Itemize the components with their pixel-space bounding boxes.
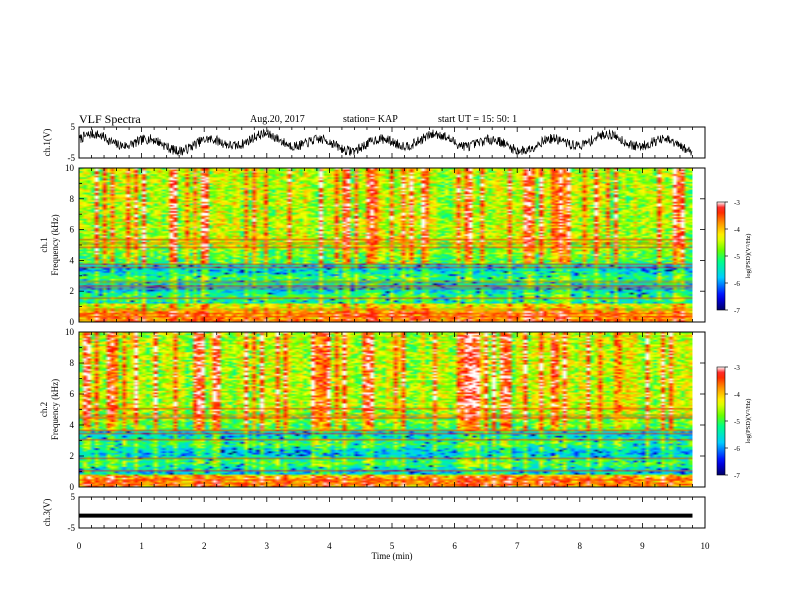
ch1-spectrogram-colorbar-tick-label: -4 [734,226,740,234]
time-tick-label: 8 [578,541,583,551]
ch2-spectrogram-ytick-label: 2 [70,451,75,461]
ch1-spectrogram-ylabel-frequency: Frequency (kHz) [50,214,60,275]
time-tick-label: 0 [77,541,82,551]
ch1-spectrogram-colorbar-tick-label: -3 [734,199,740,207]
station-label: station= KAP [343,114,398,125]
start-time-label: start UT = 15: 50: 1 [438,114,518,125]
time-tick-label: 4 [327,541,332,551]
ch1-spectrogram-ytick-label: 2 [70,286,75,296]
ch1-spectrogram-ylabel-channel: ch.1 [39,237,49,252]
time-axis-label: Time (min) [372,551,413,561]
ch1-ytick-5: 5 [71,122,76,132]
chart-title: VLF Spectra [79,112,141,126]
ch2-spectrogram-ytick-label: 4 [70,420,75,430]
ch2-spectrogram-colorbar-tick-label: -5 [734,418,740,426]
ch2-spectrogram-colorbar-tick-label: -4 [734,391,740,399]
ch2-spectrogram-colorbar-tick-label: -6 [734,445,740,453]
ch1-spectrogram-ytick-label: 0 [70,317,75,327]
ch2-spectrogram-ytick-label: 8 [70,358,75,368]
time-tick-label: 1 [139,541,144,551]
ch3-ytick-neg5: -5 [68,523,76,533]
ch2-spectrogram-ytick-label: 10 [65,327,75,337]
ch2-spectrogram-ylabel-frequency: Frequency (kHz) [50,379,60,440]
ch1-spectrogram-colorbar-label: log(PSD)(V²/Hz) [745,234,752,279]
ch1-spectrogram-colorbar-tick-label: -7 [734,307,740,315]
ch2-spectrogram-colorbar-tick-label: -3 [734,364,740,372]
ch2-spectrogram-colorbar-label: log(PSD)(V²/Hz) [745,399,752,444]
ch2-spectrogram-ytick-label: 0 [70,482,75,492]
ch1-spectrogram-colorbar [716,201,726,311]
ch2-spectrogram-colorbar [716,366,726,476]
ch1-ylabel: ch.1(V) [42,129,52,157]
ch1-spectrogram-ytick-label: 8 [70,194,75,204]
ch2-spectrogram-ytick-label: 6 [70,389,75,399]
ch3-ylabel: ch.3(V) [42,499,52,527]
ch1-spectrogram-colorbar-tick-label: -5 [734,253,740,261]
time-tick-label: 3 [265,541,270,551]
time-tick-label: 6 [452,541,457,551]
ch1-waveform-line [78,128,693,157]
ch1-ytick-neg5: -5 [68,153,76,163]
time-tick-label: 9 [640,541,645,551]
ch2-spectrogram-ylabel-channel: ch.2 [39,402,49,417]
ch1-spectrogram-ytick-label: 10 [65,163,75,173]
ch1-spectrogram-ytick-label: 4 [70,255,75,265]
date-label: Aug.20, 2017 [250,114,305,125]
time-tick-label: 10 [701,541,711,551]
ch2-spectrogram-heatmap [79,332,693,487]
ch1-spectrogram-ytick-label: 6 [70,225,75,235]
ch1-spectrogram-heatmap [79,168,693,322]
time-tick-label: 5 [390,541,395,551]
time-tick-label: 2 [202,541,207,551]
ch3-ytick-5: 5 [71,492,76,502]
ch1-spectrogram-colorbar-tick-label: -6 [734,280,740,288]
ch2-spectrogram-colorbar-tick-label: -7 [734,472,740,480]
time-tick-label: 7 [515,541,520,551]
